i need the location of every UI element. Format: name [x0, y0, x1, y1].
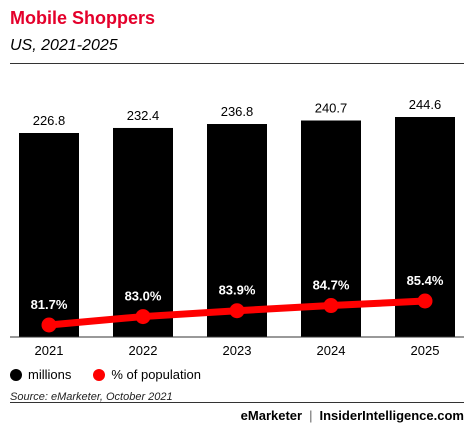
- legend-swatch-line: [93, 368, 106, 381]
- legend-swatch-bar: [10, 368, 22, 381]
- line-value-label-2022: 83.0%: [125, 289, 162, 304]
- legend: millions % of population: [10, 367, 223, 382]
- x-tick-label-2024: 2024: [317, 343, 346, 358]
- bar-value-label-2023: 236.8: [221, 104, 254, 119]
- legend-label-millions: millions: [28, 367, 72, 382]
- bar-value-label-2021: 226.8: [33, 113, 66, 128]
- legend-item-millions: millions: [10, 367, 71, 382]
- footer-brand: eMarketer | InsiderIntelligence.com: [241, 408, 464, 423]
- bar-2021: [19, 133, 79, 337]
- legend-label-population: % of population: [111, 367, 201, 382]
- x-tick-label-2025: 2025: [411, 343, 440, 358]
- line-point-2024: [323, 298, 339, 314]
- line-value-label-2024: 84.7%: [313, 278, 350, 293]
- bar-2022: [113, 127, 173, 337]
- brand-insider-intelligence: InsiderIntelligence.com: [319, 408, 465, 423]
- chart-canvas: 226.8 232.4 236.8 240.7 244.6 81.7% 83.0% 83.9%…: [10, 97, 464, 358]
- x-tick-label-2023: 2023: [223, 343, 252, 358]
- line-value-label-2023: 83.9%: [219, 283, 256, 298]
- bar-value-label-2025: 244.6: [409, 97, 442, 112]
- source-note: Source: eMarketer, October 2021: [10, 391, 173, 403]
- bar-value-label-2022: 232.4: [127, 108, 160, 123]
- line-point-2025: [417, 293, 433, 309]
- line-value-label-2025: 85.4%: [407, 273, 444, 288]
- line-value-label-2021: 81.7%: [31, 297, 68, 312]
- chart-title: Mobile Shoppers: [10, 8, 156, 28]
- legend-item-population: % of population: [93, 367, 201, 382]
- x-tick-label-2021: 2021: [35, 343, 64, 358]
- x-tick-label-2022: 2022: [129, 343, 158, 358]
- bar-2023: [207, 124, 267, 337]
- chart-subtitle: US, 2021-2025: [10, 37, 118, 54]
- line-point-2022: [135, 309, 151, 325]
- brand-separator: |: [309, 408, 313, 423]
- line-point-2023: [229, 303, 245, 319]
- header-divider: [10, 63, 464, 64]
- line-point-2021: [41, 317, 57, 333]
- brand-emarketer: eMarketer: [240, 408, 303, 423]
- bar-value-label-2024: 240.7: [315, 101, 348, 116]
- footer-divider: [10, 402, 464, 403]
